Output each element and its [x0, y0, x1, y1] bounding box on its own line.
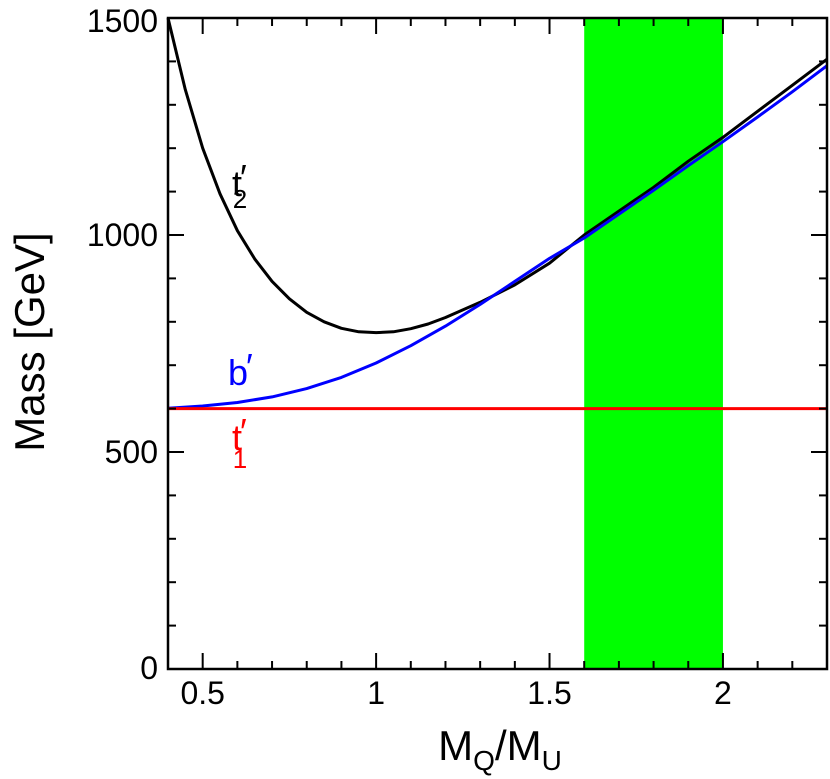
series-line-b [167, 64, 828, 410]
x-label-den-sub: U [542, 745, 562, 776]
y-tick-label: 1000 [87, 217, 158, 253]
tick-labels: 0.5 1 1.5 2 0 500 1000 1500 [87, 3, 732, 711]
x-label-slash: /M [495, 722, 542, 769]
x-tick-label: 1 [367, 675, 385, 711]
x-label-num: M [438, 722, 473, 769]
x-axis-label: MQ/MU [438, 722, 562, 776]
label-b-prime: ′ [246, 346, 253, 387]
label-t2-sub: 2 [233, 184, 247, 214]
label-b-base: b [228, 352, 248, 393]
label-t1-prime: ′ [240, 411, 247, 452]
label-t1: t′ 1 [232, 411, 247, 474]
label-t1-sub: 1 [233, 444, 247, 474]
y-tick-label: 1500 [87, 3, 158, 39]
y-axis-label: Mass [GeV] [6, 232, 53, 451]
x-label-num-sub: Q [473, 745, 495, 776]
x-tick-label: 0.5 [180, 675, 224, 711]
y-tick-label: 0 [140, 650, 158, 686]
curves [166, 17, 828, 411]
green-band [584, 18, 723, 669]
y-tick-label: 500 [105, 434, 158, 470]
label-t2-base: t [232, 163, 242, 204]
plot-frame [166, 16, 829, 671]
label-t2: t′ 2 [232, 157, 247, 214]
label-t1-base: t [232, 417, 242, 458]
label-b: b′ [228, 346, 253, 393]
series-line-t2 [166, 17, 828, 335]
plot-border [166, 16, 829, 671]
x-tick-label: 2 [714, 675, 732, 711]
ticks [167, 17, 828, 670]
label-t2-prime: ′ [240, 157, 247, 198]
x-tick-label: 1.5 [527, 675, 571, 711]
